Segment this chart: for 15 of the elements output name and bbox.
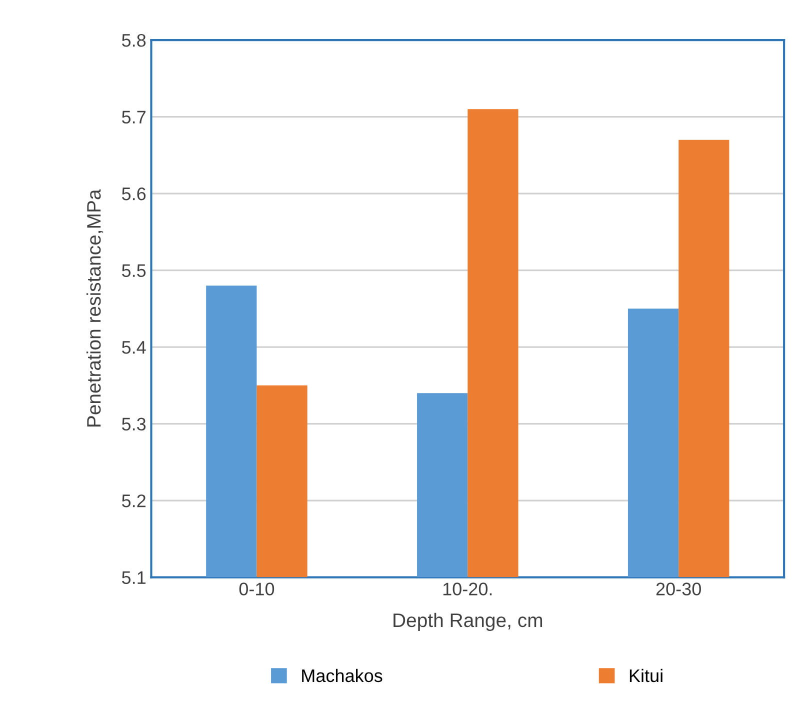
legend-label: Kitui: [630, 668, 662, 682]
y-tick-label: 5.5: [122, 264, 146, 278]
x-tick-label: 10-20.: [443, 582, 492, 596]
y-tick-label: 5.1: [122, 571, 146, 584]
x-tick-label: 0-10: [239, 582, 274, 596]
legend-label: Machakos: [302, 668, 382, 682]
y-tick-label: 5.6: [122, 187, 146, 200]
y-tick-label: 5.2: [122, 494, 146, 508]
y-tick-label: 5.7: [122, 110, 146, 124]
y-tick-label: 5.3: [122, 418, 146, 431]
y-axis-title: Penetration resistance,MPa: [86, 189, 104, 426]
y-tick-label: 5.8: [122, 34, 146, 47]
y-tick-label: 5.4: [122, 341, 146, 354]
x-tick-label: 20-30: [656, 582, 701, 596]
x-axis-title: Depth Range, cm: [394, 612, 542, 632]
